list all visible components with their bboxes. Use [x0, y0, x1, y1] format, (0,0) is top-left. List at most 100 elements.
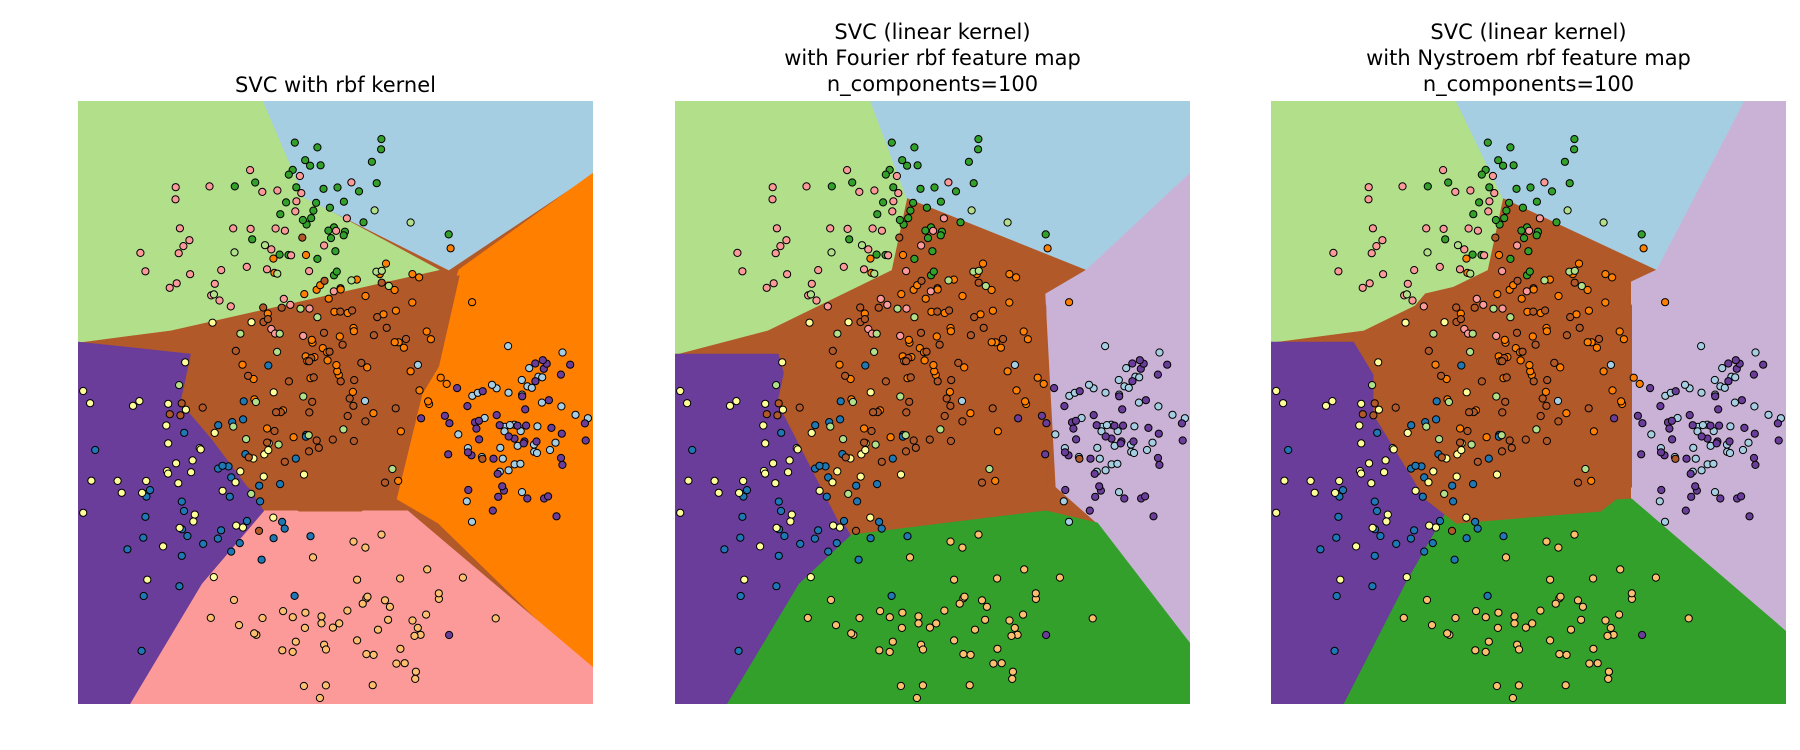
scatter-point — [1473, 226, 1482, 235]
scatter-point — [581, 436, 590, 445]
scatter-point — [1667, 416, 1676, 425]
scatter-point — [1725, 448, 1735, 458]
scatter-point — [847, 629, 856, 638]
scatter-point — [298, 233, 307, 242]
scatter-point — [932, 332, 941, 341]
scatter-point — [205, 182, 214, 191]
scatter-point — [807, 279, 816, 288]
scatter-point — [218, 461, 227, 470]
scatter-point — [1604, 667, 1613, 676]
scatter-point — [1532, 231, 1541, 240]
scatter-point — [965, 681, 974, 690]
scatter-point — [787, 510, 796, 519]
scatter-point — [1050, 384, 1059, 393]
scatter-point — [822, 492, 831, 501]
scatter-point — [855, 187, 864, 197]
scatter-point — [280, 524, 289, 533]
scatter-point — [325, 203, 334, 212]
scatter-point — [1686, 469, 1695, 478]
scatter-point — [463, 402, 472, 411]
scatter-point — [475, 435, 484, 444]
scatter-point — [454, 430, 463, 439]
scatter-point — [824, 547, 833, 556]
scatter-point — [951, 187, 961, 196]
scatter-point — [1005, 270, 1014, 279]
scatter-point — [1484, 454, 1493, 463]
scatter-point — [1657, 485, 1666, 495]
scatter-point — [248, 235, 257, 244]
scatter-point — [967, 206, 976, 215]
scatter-point — [1720, 383, 1729, 392]
scatter-point — [1601, 616, 1610, 625]
scatter-point — [86, 399, 95, 408]
scatter-point — [774, 551, 783, 560]
scatter-point — [982, 602, 991, 611]
scatter-point — [1130, 422, 1139, 431]
scatter-point — [410, 631, 419, 641]
scatter-point — [380, 596, 390, 605]
scatter-point — [1526, 183, 1535, 192]
scatter-point — [242, 516, 252, 526]
scatter-point — [877, 457, 886, 466]
scatter-point — [841, 371, 850, 380]
scatter-point — [1467, 440, 1476, 449]
scatter-point — [1737, 396, 1746, 405]
scatter-point — [856, 303, 865, 312]
scatter-point — [1693, 427, 1702, 436]
scatter-point — [1484, 207, 1493, 216]
scatter-point — [1501, 397, 1510, 406]
scatter-point — [859, 265, 869, 274]
scatter-point — [896, 331, 905, 340]
scatter-point — [1697, 388, 1706, 397]
scatter-point — [1411, 461, 1420, 470]
scatter-point — [269, 254, 278, 263]
scatter-point — [504, 342, 513, 351]
scatter-point — [296, 304, 305, 313]
scatter-point — [1494, 156, 1503, 165]
scatter-point — [1037, 411, 1046, 420]
scatter-point — [1402, 290, 1411, 299]
scatter-point — [1498, 304, 1507, 313]
scatter-point — [1352, 542, 1361, 551]
scatter-point — [1437, 453, 1446, 462]
scatter-point — [866, 388, 875, 397]
scatter-point — [1493, 623, 1502, 633]
scatter-point — [778, 405, 788, 414]
scatter-point — [1604, 674, 1613, 684]
scatter-point — [1043, 244, 1052, 253]
scatter-point — [391, 404, 400, 413]
scatter-point — [1518, 203, 1527, 212]
scatter-point — [945, 306, 954, 315]
scatter-point — [1502, 206, 1511, 215]
scatter-point — [993, 644, 1002, 653]
scatter-point — [235, 539, 244, 548]
scatter-point — [895, 215, 904, 225]
scatter-point — [1378, 236, 1387, 245]
scatter-point — [247, 489, 256, 498]
scatter-point — [217, 526, 226, 535]
scatter-point — [406, 367, 415, 376]
scatter-point — [361, 417, 370, 426]
scatter-point — [1443, 629, 1452, 638]
scatter-point — [905, 397, 914, 406]
scatter-point — [1403, 279, 1412, 288]
scatter-point — [1364, 195, 1373, 204]
scatter-point — [538, 373, 547, 382]
scatter-point — [856, 472, 865, 481]
scatter-point — [301, 250, 311, 260]
scatter-point — [336, 285, 345, 294]
scatter-point — [522, 421, 531, 430]
scatter-point — [113, 476, 122, 485]
scatter-point — [1484, 637, 1493, 646]
scatter-point — [239, 415, 248, 424]
scatter-point — [1616, 565, 1625, 574]
scatter-point — [1039, 379, 1048, 388]
scatter-point — [1553, 396, 1563, 406]
scatter-point — [868, 224, 877, 233]
scatter-point — [1570, 266, 1579, 275]
scatter-point — [1507, 443, 1516, 452]
scatter-point — [929, 361, 938, 370]
scatter-point — [1142, 445, 1152, 455]
scatter-point — [1492, 392, 1501, 401]
scatter-point — [1120, 494, 1129, 503]
